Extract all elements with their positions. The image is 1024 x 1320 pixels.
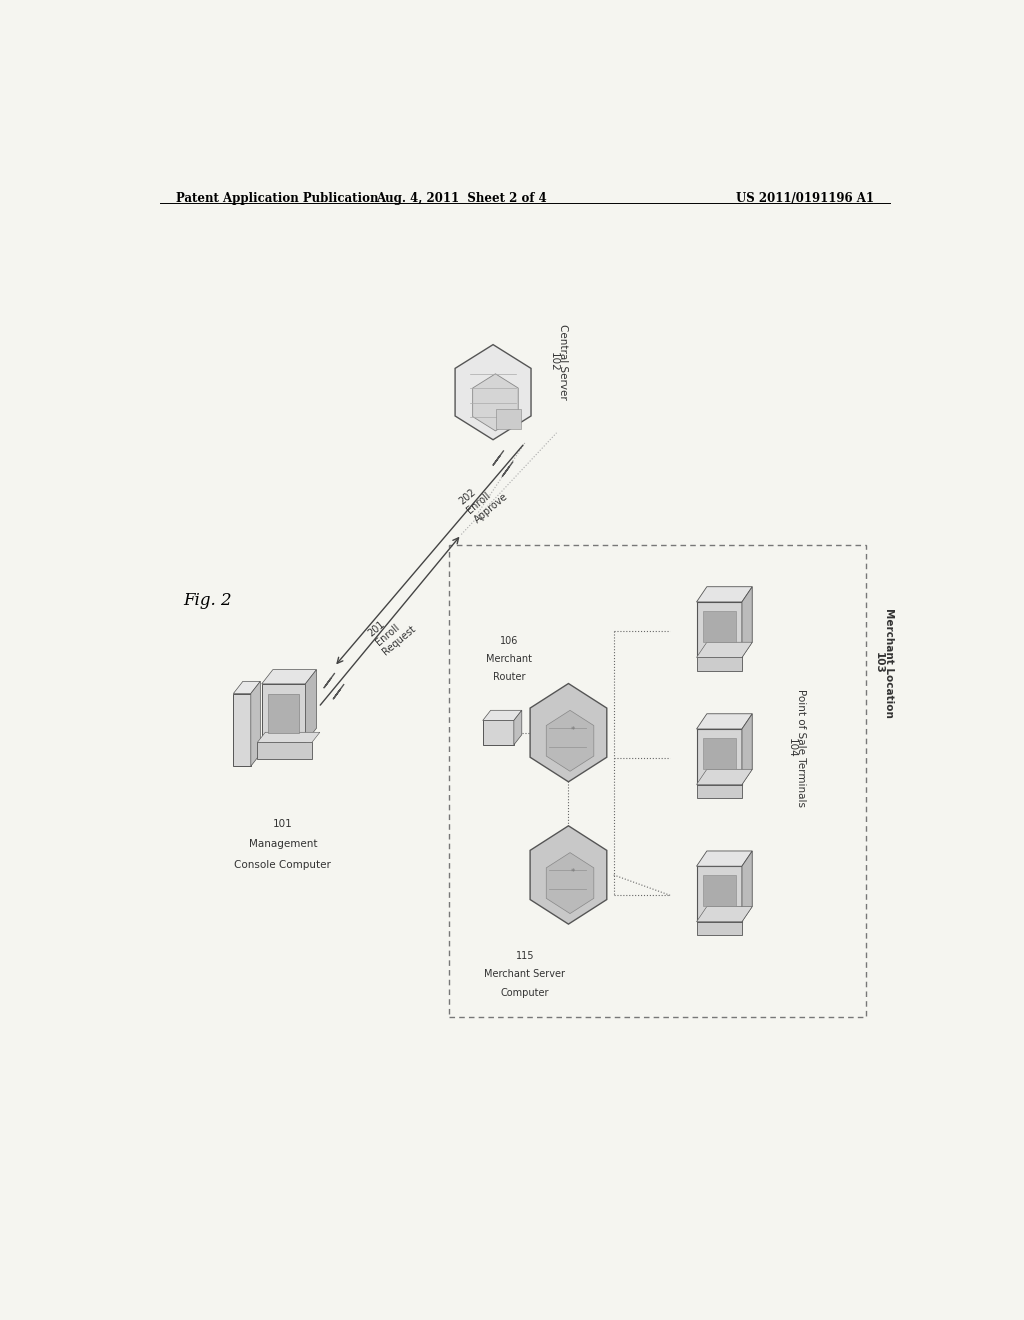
Polygon shape bbox=[530, 826, 607, 924]
Polygon shape bbox=[702, 738, 735, 768]
Text: 101: 101 bbox=[272, 818, 293, 829]
Text: Fig. 2: Fig. 2 bbox=[183, 593, 231, 609]
Text: 104: 104 bbox=[786, 738, 797, 758]
Polygon shape bbox=[496, 409, 521, 429]
Polygon shape bbox=[482, 721, 514, 744]
Text: Merchant Location: Merchant Location bbox=[884, 607, 894, 718]
Text: Point of Sale Terminals: Point of Sale Terminals bbox=[797, 689, 806, 807]
Polygon shape bbox=[742, 851, 753, 921]
Polygon shape bbox=[696, 657, 742, 671]
Polygon shape bbox=[696, 770, 753, 784]
Polygon shape bbox=[257, 742, 312, 759]
Text: 202
Enroll
Approve: 202 Enroll Approve bbox=[458, 473, 510, 524]
Text: 102: 102 bbox=[549, 352, 559, 371]
Polygon shape bbox=[482, 710, 522, 721]
Polygon shape bbox=[696, 851, 753, 866]
Polygon shape bbox=[251, 681, 260, 766]
Polygon shape bbox=[696, 866, 742, 921]
Polygon shape bbox=[696, 586, 753, 602]
Text: Patent Application Publication: Patent Application Publication bbox=[176, 191, 378, 205]
Polygon shape bbox=[530, 684, 607, 781]
Polygon shape bbox=[696, 729, 742, 784]
Polygon shape bbox=[702, 611, 735, 642]
Polygon shape bbox=[696, 907, 753, 921]
Text: *: * bbox=[570, 869, 574, 878]
Polygon shape bbox=[268, 693, 299, 733]
Text: Console Computer: Console Computer bbox=[234, 859, 331, 870]
Polygon shape bbox=[696, 602, 742, 657]
Polygon shape bbox=[514, 710, 522, 744]
Polygon shape bbox=[696, 921, 742, 935]
Text: 103: 103 bbox=[874, 652, 884, 673]
Text: 201
Enroll
Request: 201 Enroll Request bbox=[367, 606, 418, 656]
Text: Merchant Server: Merchant Server bbox=[484, 969, 565, 979]
Polygon shape bbox=[696, 784, 742, 797]
Text: Merchant: Merchant bbox=[486, 653, 531, 664]
Polygon shape bbox=[696, 714, 753, 729]
Polygon shape bbox=[702, 875, 735, 906]
Polygon shape bbox=[546, 710, 594, 771]
Text: Central Server: Central Server bbox=[558, 323, 568, 400]
Bar bbox=[450, 545, 866, 1018]
Text: 106: 106 bbox=[500, 636, 518, 647]
Polygon shape bbox=[696, 643, 753, 657]
Polygon shape bbox=[546, 853, 594, 913]
Polygon shape bbox=[262, 684, 305, 742]
Text: Aug. 4, 2011  Sheet 2 of 4: Aug. 4, 2011 Sheet 2 of 4 bbox=[376, 191, 547, 205]
Text: US 2011/0191196 A1: US 2011/0191196 A1 bbox=[736, 191, 873, 205]
Polygon shape bbox=[233, 681, 260, 693]
Polygon shape bbox=[455, 345, 531, 440]
Text: Management: Management bbox=[249, 840, 317, 849]
Polygon shape bbox=[305, 669, 316, 742]
Polygon shape bbox=[262, 669, 316, 684]
Polygon shape bbox=[233, 693, 251, 766]
Polygon shape bbox=[742, 586, 753, 657]
Polygon shape bbox=[257, 733, 319, 742]
Polygon shape bbox=[473, 374, 518, 430]
Text: Router: Router bbox=[493, 672, 525, 682]
Text: Computer: Computer bbox=[501, 987, 549, 998]
Text: *: * bbox=[570, 726, 574, 735]
Text: 115: 115 bbox=[515, 952, 535, 961]
Polygon shape bbox=[742, 714, 753, 784]
